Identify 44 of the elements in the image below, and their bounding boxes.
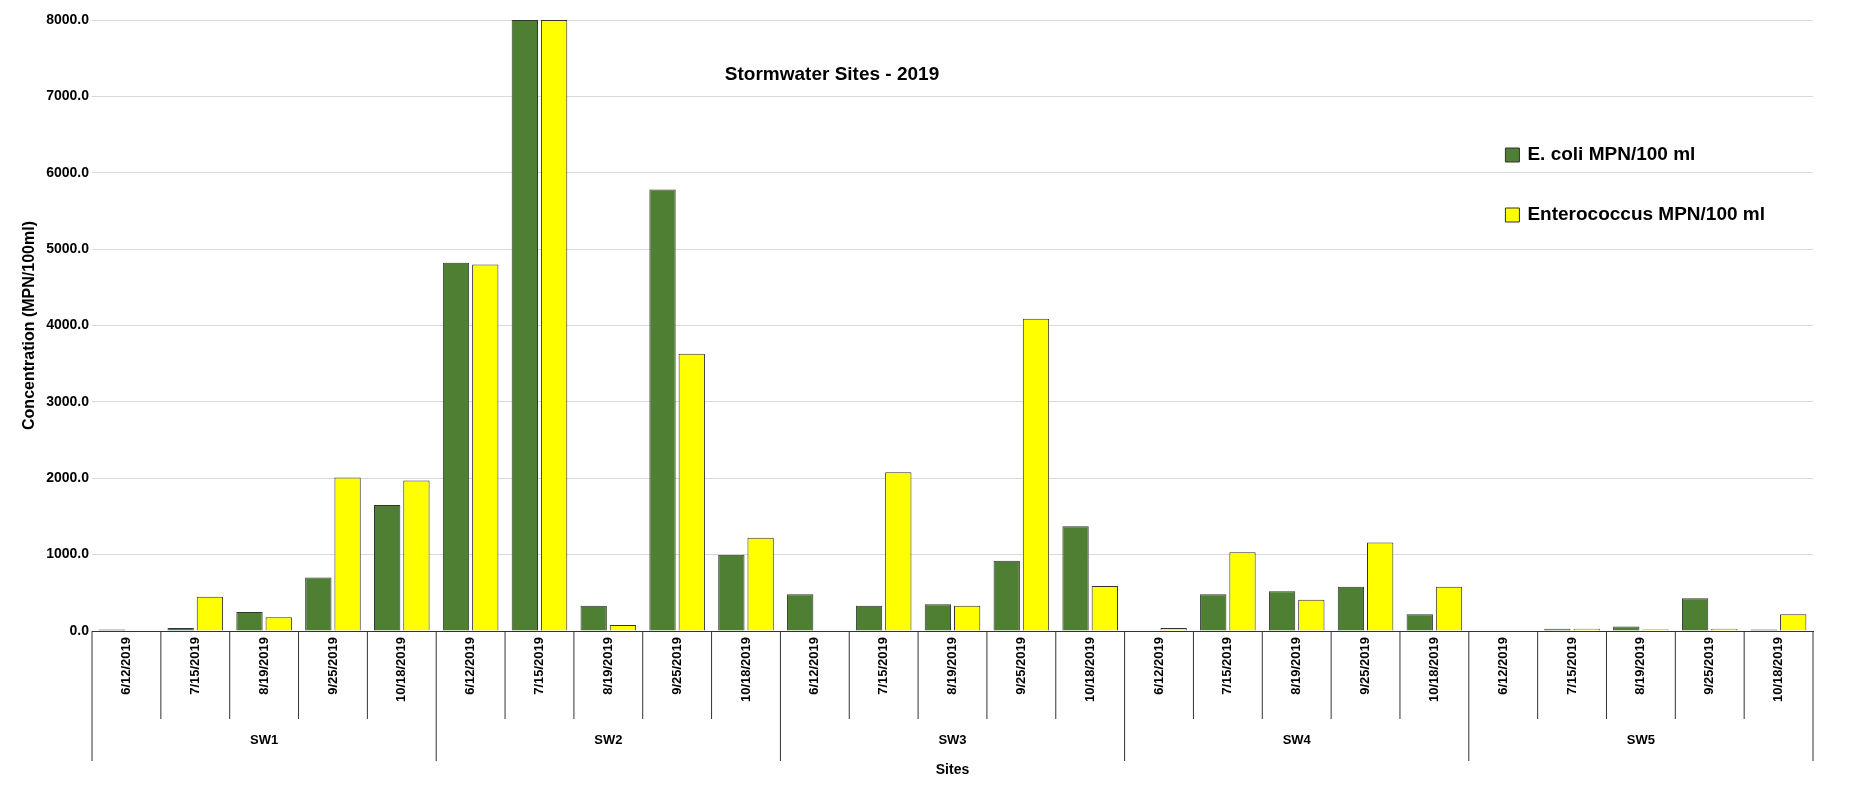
x-tick-label: 6/12/2019 bbox=[806, 637, 822, 695]
legend-label: Enterococcus MPN/100 ml bbox=[1527, 203, 1766, 225]
y-tick-label: 4000.0 bbox=[46, 316, 90, 333]
y-tick-label: 3000.0 bbox=[46, 392, 90, 409]
x-tick-label: 10/18/2019 bbox=[737, 637, 753, 703]
text: SW4 bbox=[1282, 731, 1312, 747]
text: SW2 bbox=[594, 731, 623, 747]
x-tick-label: 6/12/2019 bbox=[1150, 637, 1166, 695]
x-tick-label: 10/18/2019 bbox=[1425, 637, 1441, 703]
x-tick-label: 9/25/2019 bbox=[324, 637, 340, 695]
y-tick-label: 2000.0 bbox=[46, 469, 90, 486]
y-axis-title: Concentration (MPN/100ml) bbox=[20, 221, 38, 430]
text: SW1 bbox=[250, 731, 279, 747]
x-tick-label: 7/15/2019 bbox=[531, 637, 547, 695]
y-tick-label: 0.0 bbox=[69, 621, 90, 638]
y-tick-label: 6000.0 bbox=[46, 163, 90, 180]
y-tick-label: 5000.0 bbox=[46, 239, 90, 256]
x-tick-label: 9/25/2019 bbox=[1701, 637, 1717, 695]
x-tick-label: 7/15/2019 bbox=[1563, 637, 1579, 695]
x-tick-label: 6/12/2019 bbox=[1494, 637, 1510, 695]
x-tick-label: 7/15/2019 bbox=[1219, 637, 1235, 695]
x-tick-label: 8/19/2019 bbox=[944, 637, 960, 695]
text: SW5 bbox=[1626, 731, 1655, 747]
x-tick-label: 7/15/2019 bbox=[875, 637, 891, 695]
x-tick-label: 7/15/2019 bbox=[186, 637, 202, 695]
text: Stormwater Sites - 2019 bbox=[724, 63, 940, 85]
x-tick-label: 6/12/2019 bbox=[118, 637, 134, 695]
x-tick-label: 6/12/2019 bbox=[462, 637, 478, 695]
y-tick-label: 8000.0 bbox=[46, 10, 90, 27]
x-tick-label: 8/19/2019 bbox=[255, 637, 271, 695]
legend-label: E. coli MPN/100 ml bbox=[1527, 143, 1696, 165]
y-tick-label: 1000.0 bbox=[46, 545, 90, 562]
x-tick-label: 10/18/2019 bbox=[393, 637, 409, 703]
x-tick-label: 8/19/2019 bbox=[1288, 637, 1304, 695]
x-axis-title: Sites bbox=[935, 761, 970, 778]
x-tick-label: 10/18/2019 bbox=[1770, 637, 1786, 703]
y-tick-label: 7000.0 bbox=[46, 87, 90, 104]
x-tick-label: 9/25/2019 bbox=[1012, 637, 1028, 695]
x-tick-label: 9/25/2019 bbox=[668, 637, 684, 695]
x-tick-label: 8/19/2019 bbox=[599, 637, 615, 695]
x-tick-label: 10/18/2019 bbox=[1081, 637, 1097, 703]
x-tick-label: 9/25/2019 bbox=[1357, 637, 1373, 695]
x-tick-label: 8/19/2019 bbox=[1632, 637, 1648, 695]
text: SW3 bbox=[938, 731, 967, 747]
